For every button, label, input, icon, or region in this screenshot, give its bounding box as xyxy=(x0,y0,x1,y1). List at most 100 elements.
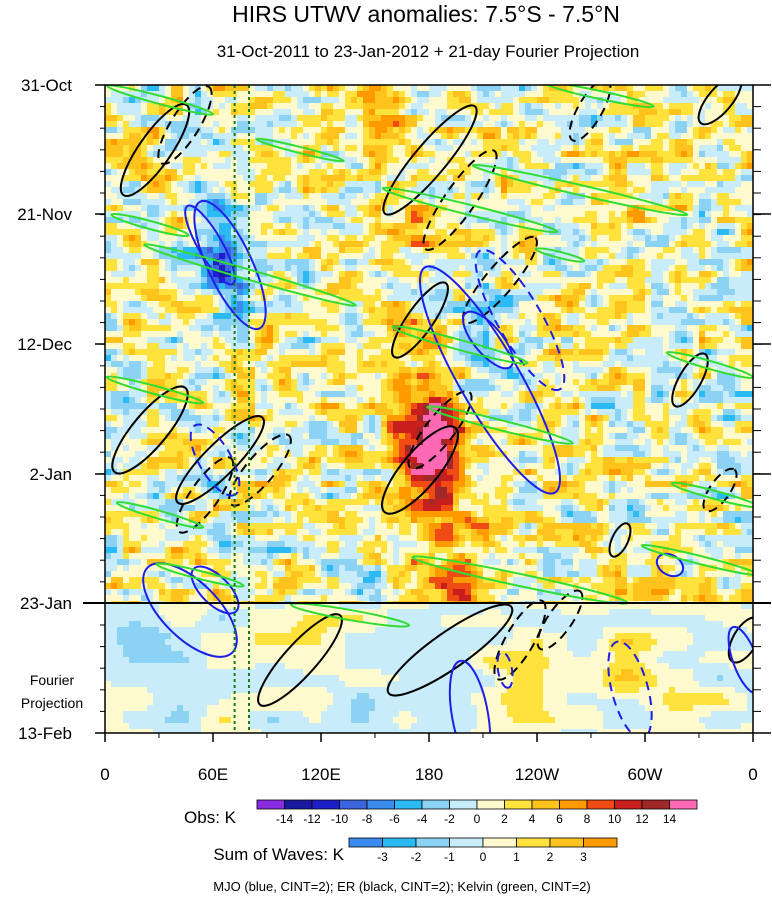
obs-cell xyxy=(111,271,118,278)
obs-cell xyxy=(441,289,448,296)
obs-cell xyxy=(279,247,286,254)
obs-cell xyxy=(171,241,178,248)
obs-cell xyxy=(315,289,322,296)
obs-cell xyxy=(639,265,646,272)
obs-cell xyxy=(603,193,610,200)
obs-cell xyxy=(531,229,538,236)
obs-cell xyxy=(429,175,436,182)
obs-cell xyxy=(117,349,124,356)
obs-cell xyxy=(663,157,670,164)
obs-cell xyxy=(267,115,274,122)
obs-cell xyxy=(675,121,682,128)
obs-cell xyxy=(723,319,730,326)
obs-cell xyxy=(225,343,232,350)
obs-cell xyxy=(105,91,112,98)
obs-cell xyxy=(285,349,292,356)
obs-cell xyxy=(633,109,640,116)
obs-cell xyxy=(699,193,706,200)
obs-cell xyxy=(321,157,328,164)
obs-cell xyxy=(591,133,598,140)
obs-cell xyxy=(729,229,736,236)
obs-cell xyxy=(423,139,430,146)
obs-cell xyxy=(231,247,238,254)
obs-cell xyxy=(513,253,520,260)
obs-cell xyxy=(561,205,568,212)
obs-cell xyxy=(585,325,592,332)
obs-cell xyxy=(645,163,652,170)
obs-cell xyxy=(585,181,592,188)
obs-cell xyxy=(423,229,430,236)
obs-cell xyxy=(579,223,586,230)
obs-cell xyxy=(165,139,172,146)
obs-cell xyxy=(297,337,304,344)
obs-cell xyxy=(237,211,244,218)
obs-cell xyxy=(735,355,742,362)
obs-cell xyxy=(459,229,466,236)
obs-cell xyxy=(513,157,520,164)
obs-cell xyxy=(363,355,370,362)
obs-cell xyxy=(171,181,178,188)
obs-cell xyxy=(219,127,226,134)
obs-cell xyxy=(375,211,382,218)
obs-cell xyxy=(453,325,460,332)
obs-cell xyxy=(603,157,610,164)
obs-cell xyxy=(123,241,130,248)
obs-cell xyxy=(513,199,520,206)
obs-cell xyxy=(159,85,166,92)
obs-cell xyxy=(393,157,400,164)
obs-cell xyxy=(579,337,586,344)
obs-cell xyxy=(117,205,124,212)
obs-cell xyxy=(291,181,298,188)
obs-cell xyxy=(189,355,196,362)
obs-cell xyxy=(255,223,262,230)
obs-cell xyxy=(447,85,454,92)
obs-cell xyxy=(501,97,508,104)
obs-cell xyxy=(531,169,538,176)
obs-cell xyxy=(159,355,166,362)
obs-cell xyxy=(729,181,736,188)
obs-cell xyxy=(573,217,580,224)
obs-cell xyxy=(537,151,544,158)
obs-cell xyxy=(423,97,430,104)
obs-cell xyxy=(585,97,592,104)
obs-cell xyxy=(291,241,298,248)
obs-cell xyxy=(369,199,376,206)
obs-cell xyxy=(549,139,556,146)
obs-cell xyxy=(291,307,298,314)
obs-cell xyxy=(147,121,154,128)
obs-cell xyxy=(453,259,460,266)
obs-cell xyxy=(375,313,382,320)
obs-cell xyxy=(603,349,610,356)
obs-cell xyxy=(243,313,250,320)
obs-cell xyxy=(729,265,736,272)
obs-cell xyxy=(255,295,262,302)
obs-cell xyxy=(585,349,592,356)
obs-cell xyxy=(705,295,712,302)
obs-cell xyxy=(267,181,274,188)
obs-cell xyxy=(489,211,496,218)
obs-cell xyxy=(489,271,496,278)
obs-cell xyxy=(393,313,400,320)
obs-cell xyxy=(165,301,172,308)
obs-cell xyxy=(333,313,340,320)
obs-cell xyxy=(555,181,562,188)
obs-cell xyxy=(657,103,664,110)
obs-cell xyxy=(723,151,730,158)
obs-cell xyxy=(165,235,172,242)
obs-cell xyxy=(153,199,160,206)
obs-cell xyxy=(417,343,424,350)
obs-cell xyxy=(711,289,718,296)
obs-cell xyxy=(219,187,226,194)
obs-cell xyxy=(231,337,238,344)
obs-cell xyxy=(543,109,550,116)
obs-cell xyxy=(609,295,616,302)
obs-cell xyxy=(381,223,388,230)
obs-cell xyxy=(735,277,742,284)
obs-cell xyxy=(393,223,400,230)
obs-cell xyxy=(189,331,196,338)
obs-cell xyxy=(609,109,616,116)
obs-cell xyxy=(375,223,382,230)
obs-cell xyxy=(201,355,208,362)
obs-cell xyxy=(207,313,214,320)
obs-cell xyxy=(345,271,352,278)
